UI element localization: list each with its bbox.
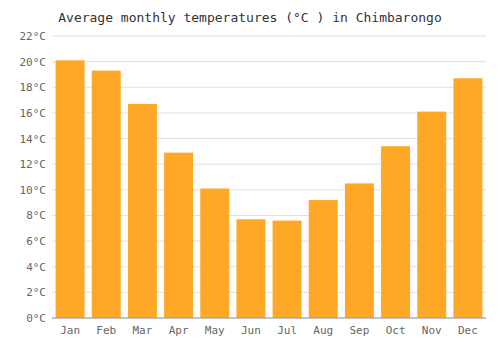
bar (381, 146, 410, 318)
x-axis: Jan Feb Mar Apr May Jun Jul Aug Sep Oct Nov Dec (52, 318, 486, 337)
bar (92, 71, 121, 318)
y-tick-label: 10°C (20, 184, 47, 197)
y-tick-label: 14°C (20, 133, 47, 146)
y-tick-label: 12°C (20, 158, 47, 171)
bar (345, 183, 374, 318)
y-tick-label: 0°C (26, 312, 46, 325)
bar (128, 104, 157, 318)
bar (273, 221, 302, 318)
y-tick-label: 22°C (20, 30, 47, 43)
y-tick-label: 16°C (20, 107, 47, 120)
bar (236, 219, 265, 318)
background (0, 0, 500, 350)
y-tick-label: 2°C (26, 286, 46, 299)
x-tick-label: Aug (313, 324, 333, 337)
x-tick-label: Apr (169, 324, 189, 337)
y-tick-label: 18°C (20, 81, 47, 94)
y-tick-label: 6°C (26, 235, 46, 248)
bar (164, 153, 193, 318)
x-tick-label: Feb (96, 324, 116, 337)
x-tick-label: Jun (241, 324, 261, 337)
bar (417, 112, 446, 318)
grid-line (52, 318, 486, 319)
x-tick-label: Mar (132, 324, 152, 337)
x-axis-line (52, 318, 486, 319)
x-tick-label: Jul (277, 324, 297, 337)
y-tick-label: 20°C (20, 56, 47, 69)
x-tick-label: Nov (422, 324, 442, 337)
x-tick-label: Jan (60, 324, 80, 337)
bar (309, 200, 338, 318)
bar (56, 60, 85, 318)
x-tick-label: May (205, 324, 225, 337)
y-tick-label: 4°C (26, 261, 46, 274)
bars (56, 60, 483, 318)
y-tick-label: 8°C (26, 209, 46, 222)
bar (453, 78, 482, 318)
bar (200, 189, 229, 318)
chart-container: 0°C 2°C 4°C 6°C 8°C 10°C 12°C 14°C 16°C 18°C 20°C 2… (0, 0, 500, 350)
y-axis: 0°C 2°C 4°C 6°C 8°C 10°C 12°C 14°C 16°C 18°C 20°C 2… (20, 30, 487, 325)
x-tick-label: Dec (458, 324, 478, 337)
chart-title: Average monthly temperatures (°C ) in Ch… (58, 10, 442, 25)
grid-line (52, 61, 486, 62)
chart-svg: 0°C 2°C 4°C 6°C 8°C 10°C 12°C 14°C 16°C 18°C 20°C 2… (0, 0, 500, 350)
x-tick-label: Oct (386, 324, 406, 337)
grid-line (52, 36, 486, 37)
x-tick-label: Sep (349, 324, 369, 337)
